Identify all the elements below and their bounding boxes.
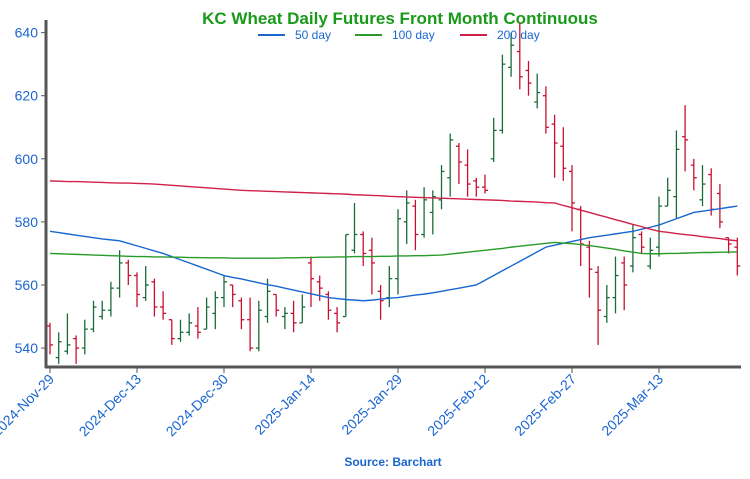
legend-label: 50 day	[295, 28, 331, 42]
ma-line	[49, 180, 738, 242]
ma-line	[49, 205, 738, 302]
y-tick-label: 540	[15, 340, 39, 356]
y-tick-label: 580	[15, 214, 39, 230]
y-tick-label: 560	[15, 277, 39, 293]
x-tick-label: 2025-Jan-29	[338, 371, 405, 438]
x-tick-label: 2025-Feb-27	[511, 371, 579, 439]
y-tick-label: 620	[15, 88, 39, 104]
y-tick-label: 640	[15, 25, 39, 41]
y-tick-label: 600	[15, 151, 39, 167]
legend-label: 200 day	[497, 28, 540, 42]
legend-label: 100 day	[392, 28, 435, 42]
ma-line	[49, 241, 738, 259]
chart-title: KC Wheat Daily Futures Front Month Conti…	[202, 9, 598, 28]
x-tick-label: 2025-Mar-13	[598, 371, 666, 439]
x-tick-label: 2025-Feb-12	[424, 371, 492, 439]
x-tick-label: 2024-Dec-30	[163, 371, 232, 440]
x-tick-label: 2024-Nov-29	[0, 371, 57, 440]
source: Source: Barchart	[344, 455, 441, 469]
x-tick-label: 2024-Dec-13	[76, 371, 145, 440]
x-tick-label: 2025-Jan-14	[251, 371, 318, 438]
